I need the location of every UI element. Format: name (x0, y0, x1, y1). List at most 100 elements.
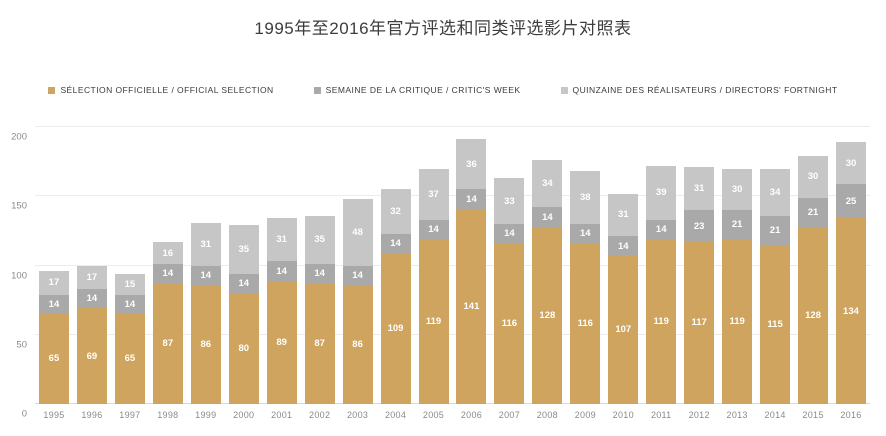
bar-column-2003: 48 14 86 (339, 127, 377, 404)
bar-segment: 86 (342, 284, 373, 404)
x-axis-tick-label: 2008 (536, 410, 558, 420)
bar-segment: 15 (114, 273, 145, 295)
bar-segment: 14 (646, 219, 677, 240)
bar-segment: 33 (494, 178, 525, 224)
bar-stack: 31 23 117 (684, 167, 715, 404)
critics-week-swatch-icon (313, 86, 321, 94)
bar-column-2013: 30 21 119 (718, 127, 756, 404)
gridline: 50 (16, 333, 870, 350)
bar-segment: 39 (646, 165, 677, 220)
bar-segment: 31 (608, 193, 639, 237)
x-axis-tick-label: 2007 (498, 410, 521, 420)
bar-stack: 30 21 128 (798, 156, 829, 404)
bar-segment: 14 (228, 273, 259, 294)
bar-segment: 14 (608, 236, 639, 256)
x-axis-tick-label: 1995 (43, 410, 65, 420)
x-axis-tick-label: 2006 (460, 410, 483, 420)
bar-segment: 134 (835, 218, 866, 404)
bar-column-2002: 35 14 87 (301, 127, 339, 404)
bar-stack: 15 14 65 (114, 273, 145, 404)
bar-segment: 116 (570, 243, 601, 404)
x-axis-tick-label: 2016 (840, 410, 862, 420)
bar-stack: 35 14 80 (228, 225, 259, 404)
bar-segment: 141 (456, 208, 487, 404)
x-axis-tick-label: 2009 (574, 410, 596, 420)
bar-segment: 31 (684, 167, 715, 211)
bar-stack: 48 14 86 (342, 199, 373, 404)
bar-segment: 14 (152, 264, 183, 284)
bar-segment: 32 (380, 189, 411, 234)
x-axis-tick-label: 2011 (650, 410, 672, 420)
bar-column-2010: 31 14 107 (604, 127, 642, 404)
x-axis-tick-label: 2004 (384, 410, 407, 420)
bar-stack: 33 14 116 (494, 178, 525, 404)
bar-segment: 14 (494, 223, 525, 244)
bar-segment: 21 (798, 197, 829, 227)
bar-segment: 115 (760, 244, 791, 404)
x-axis-tick-label: 2013 (726, 410, 748, 420)
x-axis-tick-label: 2014 (764, 410, 786, 420)
bar-segment: 14 (266, 261, 297, 281)
bar-segment: 65 (114, 313, 145, 404)
bar-segment: 37 (418, 168, 449, 220)
bar-segment: 30 (798, 156, 829, 198)
bar-column-2006: 36 14 141 (452, 127, 490, 404)
bar-stack: 32 14 109 (380, 189, 411, 404)
bar-column-2007: 33 14 116 (490, 127, 528, 404)
bar-segment: 14 (342, 265, 373, 285)
bar-segment: 119 (646, 239, 677, 404)
bar-column-2001: 31 14 89 (263, 127, 301, 404)
bar-segment: 14 (190, 265, 221, 285)
bar-column-1995: 17 14 65 (35, 127, 73, 404)
bar-segment: 107 (608, 255, 639, 404)
bar-stack: 31 14 86 (190, 222, 221, 404)
bar-segment: 116 (494, 243, 525, 404)
bar-segment: 14 (570, 223, 601, 244)
bar-segment: 69 (76, 308, 107, 404)
bar-segment: 119 (418, 239, 449, 404)
legend-item-critics-week: SEMAINE DE LA CRITIQUE / CRITIC'S WEEK (313, 85, 521, 95)
x-axis-tick-label: 2010 (612, 410, 634, 420)
y-axis-tick-label: 200 (11, 131, 27, 143)
legend-item-label: SEMAINE DE LA CRITIQUE / CRITIC'S WEEK (325, 85, 521, 95)
legend-item-label: QUINZAINE DES RÉALISATEURS / DIRECTORS' … (572, 85, 838, 95)
stacked-bar-chart: 0 50 100 150 200 17 14 65 17 14 69 15 14 65 16 14 87 31 14… (11, 126, 870, 420)
bar-segment: 17 (76, 265, 107, 290)
bar-segment: 128 (798, 226, 829, 404)
x-axis-tick-label: 2003 (346, 410, 369, 420)
x-axis-tick-label: 2001 (271, 410, 293, 420)
bar-column-1997: 15 14 65 (111, 127, 149, 404)
x-axis-tick-label: 1997 (119, 410, 141, 420)
y-axis-tick-label: 150 (11, 200, 27, 212)
bar-segment: 117 (684, 241, 715, 404)
bar-stack: 16 14 87 (152, 241, 183, 404)
bar-column-1999: 31 14 86 (187, 127, 225, 404)
x-axis-tick-label: 2005 (422, 410, 445, 420)
bar-column-1996: 17 14 69 (73, 127, 111, 404)
bar-stack: 34 14 128 (532, 160, 563, 404)
y-axis-tick-label: 50 (16, 339, 27, 351)
bar-stack: 17 14 65 (38, 271, 69, 404)
bar-segment: 80 (228, 293, 259, 404)
bar-column-2008: 34 14 128 (528, 127, 566, 404)
bar-column-2012: 31 23 117 (680, 127, 718, 404)
bar-segment: 65 (38, 313, 69, 404)
bar-column-2015: 30 21 128 (794, 127, 832, 404)
gridline: 150 (11, 195, 870, 212)
bar-segment: 128 (532, 226, 563, 404)
bar-segment: 14 (380, 233, 411, 254)
bar-segment: 119 (722, 239, 753, 404)
bar-segment: 30 (722, 168, 753, 211)
bar-column-2009: 38 14 116 (566, 127, 604, 404)
bar-segment: 14 (38, 294, 69, 314)
legend-item-official-selection: SÉLECTION OFFICIELLE / OFFICIAL SELECTIO… (48, 85, 273, 95)
bar-segment: 14 (76, 289, 107, 309)
bar-segment: 14 (304, 264, 335, 284)
bar-column-2014: 34 21 115 (756, 127, 794, 404)
page-title: 1995年至2016年官方评选和同类评选影片对照表 (254, 19, 632, 38)
bar-segment: 14 (418, 219, 449, 240)
x-axis-tick-label: 2002 (309, 410, 331, 420)
bar-segment: 36 (456, 139, 487, 190)
bar-segment: 87 (304, 283, 335, 404)
x-axis-tick-label: 2012 (688, 410, 710, 420)
